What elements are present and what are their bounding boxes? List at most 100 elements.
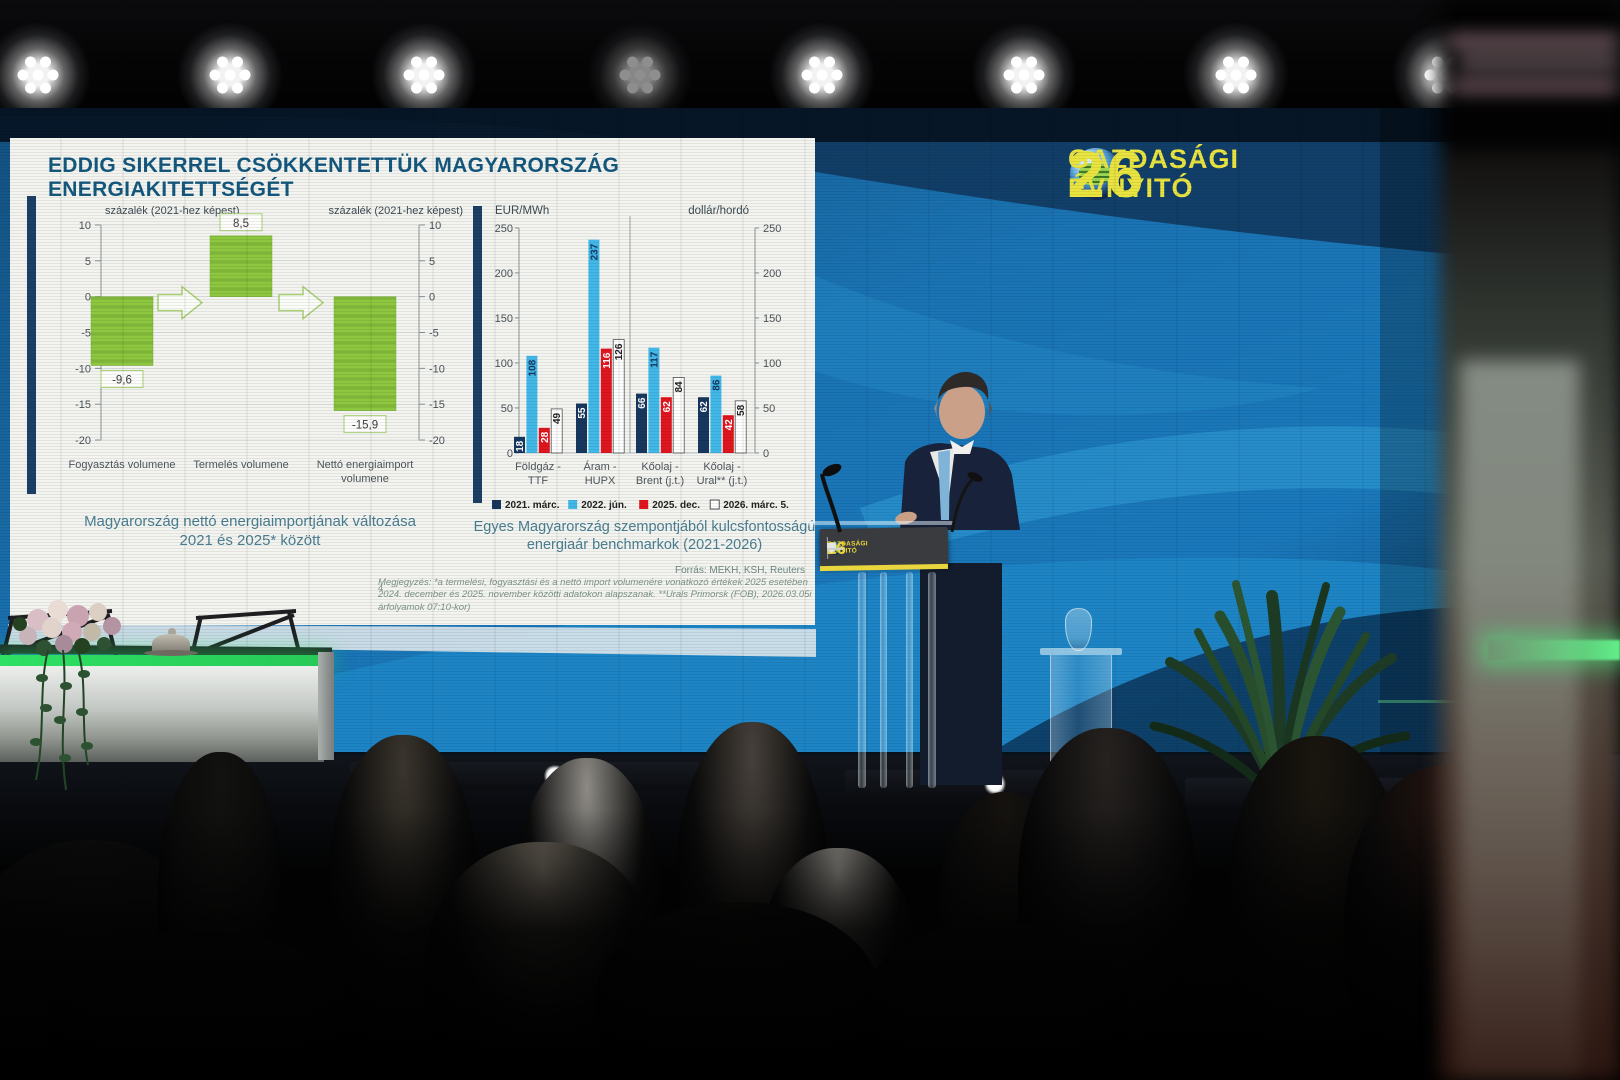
svg-text:62: 62: [699, 401, 710, 413]
chart-energy-benchmarks: EUR/MWh dollár/hordó 250 250 200 200 150…: [487, 200, 807, 545]
slide-title: EDDIG SIKERREL CSÖKKENTETTÜK MAGYARORSZÁ…: [48, 154, 620, 201]
svg-text:117: 117: [649, 351, 660, 368]
laser-glow: [1488, 640, 1620, 660]
svg-text:86: 86: [711, 379, 722, 391]
head-table-front: [0, 666, 324, 762]
podium-top-plate: [806, 521, 954, 525]
chart-divider-bar: [473, 206, 482, 503]
light-lens-dots: [1215, 56, 1257, 94]
svg-text:-10: -10: [429, 363, 445, 375]
source-note: Forrás: MEKH, KSH, Reuters: [674, 565, 805, 576]
ivy-trails: [30, 650, 93, 791]
svg-text:8,5: 8,5: [233, 218, 249, 230]
presentation-slide: EDDIG SIKERREL CSÖKKENTETTÜK MAGYARORSZÁ…: [10, 138, 815, 625]
globe-icon: [1070, 148, 1122, 200]
pink-streak: [1450, 80, 1620, 92]
svg-text:-15,9: -15,9: [352, 420, 378, 432]
side-table-top: [1040, 648, 1122, 655]
svg-text:18: 18: [515, 440, 526, 452]
svg-text:2025. dec.: 2025. dec.: [652, 500, 700, 511]
footnote-text: Megjegyzés: *a termelési, fogyasztási és…: [378, 577, 812, 613]
svg-text:Földgáz -TTF: Földgáz -TTF: [515, 461, 561, 487]
light-lens-dots: [619, 56, 661, 94]
svg-text:Kőolaj -Ural** (j.t.): Kőolaj -Ural** (j.t.): [697, 461, 748, 487]
svg-text:-20: -20: [75, 435, 91, 447]
svg-text:150: 150: [763, 313, 781, 325]
foreground-blur: [1440, 0, 1620, 1080]
light-lens-dots: [209, 56, 251, 94]
svg-text:-15: -15: [429, 399, 445, 411]
pink-streak: [1458, 58, 1620, 66]
laser-line: [1378, 700, 1496, 703]
svg-text:200: 200: [763, 268, 781, 280]
svg-text:dollár/hordó: dollár/hordó: [688, 205, 749, 217]
svg-text:200: 200: [495, 268, 513, 280]
svg-text:0: 0: [429, 292, 435, 304]
svg-text:0: 0: [763, 448, 769, 460]
page-number: 4: [378, 583, 384, 594]
table-bell: [152, 634, 190, 653]
svg-text:-5: -5: [81, 328, 91, 340]
water-glass: [1065, 608, 1092, 651]
right-chart-caption: Egyes Magyarország szempontjából kulcsfo…: [473, 519, 816, 554]
svg-text:Kőolaj -Brent (j.t.): Kőolaj -Brent (j.t.): [636, 461, 684, 487]
flower-bouquet: [13, 600, 121, 656]
svg-text:Termelés volumene: Termelés volumene: [193, 459, 288, 471]
chart-energy-volume: százalék (2021-hez képest) százalék (202…: [55, 200, 465, 545]
svg-text:-15: -15: [75, 399, 91, 411]
pink-streak: [1446, 36, 1620, 46]
svg-text:62: 62: [662, 401, 673, 413]
svg-text:2026. márc. 5.: 2026. márc. 5.: [723, 500, 789, 511]
svg-text:126: 126: [614, 343, 625, 360]
svg-text:százalék (2021-hez képest): százalék (2021-hez képest): [105, 205, 240, 217]
svg-text:0: 0: [507, 448, 513, 460]
foreground-shadow: [0, 810, 1620, 1080]
left-chart-svg: százalék (2021-hez képest) százalék (202…: [69, 205, 464, 485]
slide-left-accent-bar: [27, 196, 36, 494]
svg-text:49: 49: [552, 412, 563, 424]
microphones: [820, 463, 983, 533]
logo-words: GAZDASÁGI ÉVNYITÓ: [1068, 143, 1239, 203]
light-lens-dots: [17, 56, 59, 94]
podium-leg: [880, 572, 887, 788]
svg-text:-20: -20: [429, 435, 445, 447]
podium-leg: [928, 572, 936, 788]
svg-text:250: 250: [495, 223, 513, 235]
svg-text:2022. jún.: 2022. jún.: [581, 500, 627, 511]
svg-text:-10: -10: [75, 363, 91, 375]
svg-text:100: 100: [495, 358, 513, 370]
svg-text:EUR/MWh: EUR/MWh: [495, 205, 549, 217]
svg-text:10: 10: [79, 220, 91, 232]
svg-text:50: 50: [763, 403, 775, 415]
bell-base: [144, 650, 198, 656]
podium-leg: [858, 572, 866, 788]
svg-text:250: 250: [763, 223, 781, 235]
svg-text:58: 58: [736, 404, 747, 416]
svg-text:5: 5: [429, 256, 435, 268]
svg-text:42: 42: [724, 419, 735, 431]
svg-text:százalék (2021-hez képest): százalék (2021-hez képest): [328, 205, 463, 217]
hungary-map-icon: [1079, 163, 1112, 185]
svg-text:-9,6: -9,6: [112, 374, 132, 386]
svg-text:10: 10: [429, 220, 441, 232]
head-table-side: [318, 652, 334, 760]
right-chart-svg: EUR/MWh dollár/hordó 250 250 200 200 150…: [492, 205, 789, 511]
svg-text:28: 28: [540, 431, 551, 443]
svg-text:84: 84: [674, 381, 685, 393]
svg-text:55: 55: [577, 407, 588, 419]
podium-leg: [906, 572, 913, 788]
svg-text:2021. márc.: 2021. márc.: [505, 500, 560, 511]
svg-text:100: 100: [763, 358, 781, 370]
light-lens-dots: [1003, 56, 1045, 94]
svg-text:Fogyasztás volumene: Fogyasztás volumene: [69, 459, 176, 471]
svg-text:237: 237: [589, 243, 600, 260]
svg-text:-5: -5: [429, 328, 439, 340]
head-table-led-strip: [0, 655, 329, 667]
light-lens-dots: [801, 56, 843, 94]
svg-text:66: 66: [637, 397, 648, 409]
bell-knob: [168, 628, 176, 636]
svg-text:50: 50: [501, 403, 513, 415]
left-chart-caption: Magyarország nettó energiaimportjának vá…: [84, 513, 416, 549]
svg-text:116: 116: [602, 352, 613, 369]
